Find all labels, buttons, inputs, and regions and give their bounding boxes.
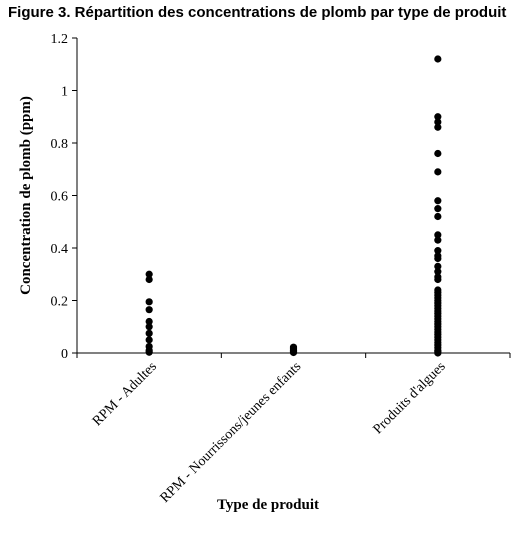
- data-point: [145, 275, 153, 284]
- data-point: [145, 270, 153, 278]
- data-point: [434, 113, 442, 121]
- data-point: [145, 336, 153, 344]
- axes: [76, 38, 510, 354]
- y-ticks: 0 0.2 0.4 0.6 0.8 1 1.2: [51, 32, 77, 362]
- data-point: [145, 329, 153, 337]
- data-point: [434, 247, 442, 255]
- data-point: [434, 275, 442, 284]
- data-point: [289, 348, 298, 357]
- data-point: [145, 348, 153, 356]
- data-point: [434, 149, 442, 158]
- data-point: [145, 317, 153, 326]
- data-point: [145, 306, 153, 314]
- y-tick-label: 0.2: [51, 295, 69, 310]
- y-tick-label: 0.4: [51, 242, 69, 257]
- data-point: [434, 205, 442, 213]
- data-point: [434, 262, 442, 270]
- data-point: [434, 118, 442, 126]
- data-points: [145, 55, 442, 357]
- x-axis-title: Type de produit: [217, 497, 319, 513]
- y-tick-label: 1: [61, 85, 68, 100]
- y-tick-label: 0.6: [51, 190, 69, 205]
- data-point: [145, 323, 153, 331]
- data-point: [434, 254, 442, 263]
- data-point: [434, 231, 442, 239]
- data-point: [434, 349, 442, 357]
- y-axis-title: Concentration de plomb (ppm): [18, 96, 34, 295]
- x-category-label: RPM - Nourrissons/jeunes enfants: [158, 359, 305, 506]
- y-tick-label: 0.8: [51, 137, 69, 152]
- data-point: [434, 55, 442, 63]
- y-tick-label: 0: [61, 347, 68, 362]
- figure-title: Figure 3. Répartition des concentrations…: [8, 4, 507, 21]
- data-point: [434, 236, 442, 244]
- data-point: [434, 123, 442, 131]
- x-category-label: RPM - Adultes: [90, 359, 160, 429]
- data-point: [434, 168, 442, 176]
- data-point: [434, 197, 442, 205]
- data-point: [434, 268, 442, 276]
- y-tick-label: 1.2: [51, 32, 69, 47]
- data-point: [145, 298, 153, 306]
- x-category-label: Produits d'algues: [371, 359, 449, 437]
- data-point: [434, 212, 442, 221]
